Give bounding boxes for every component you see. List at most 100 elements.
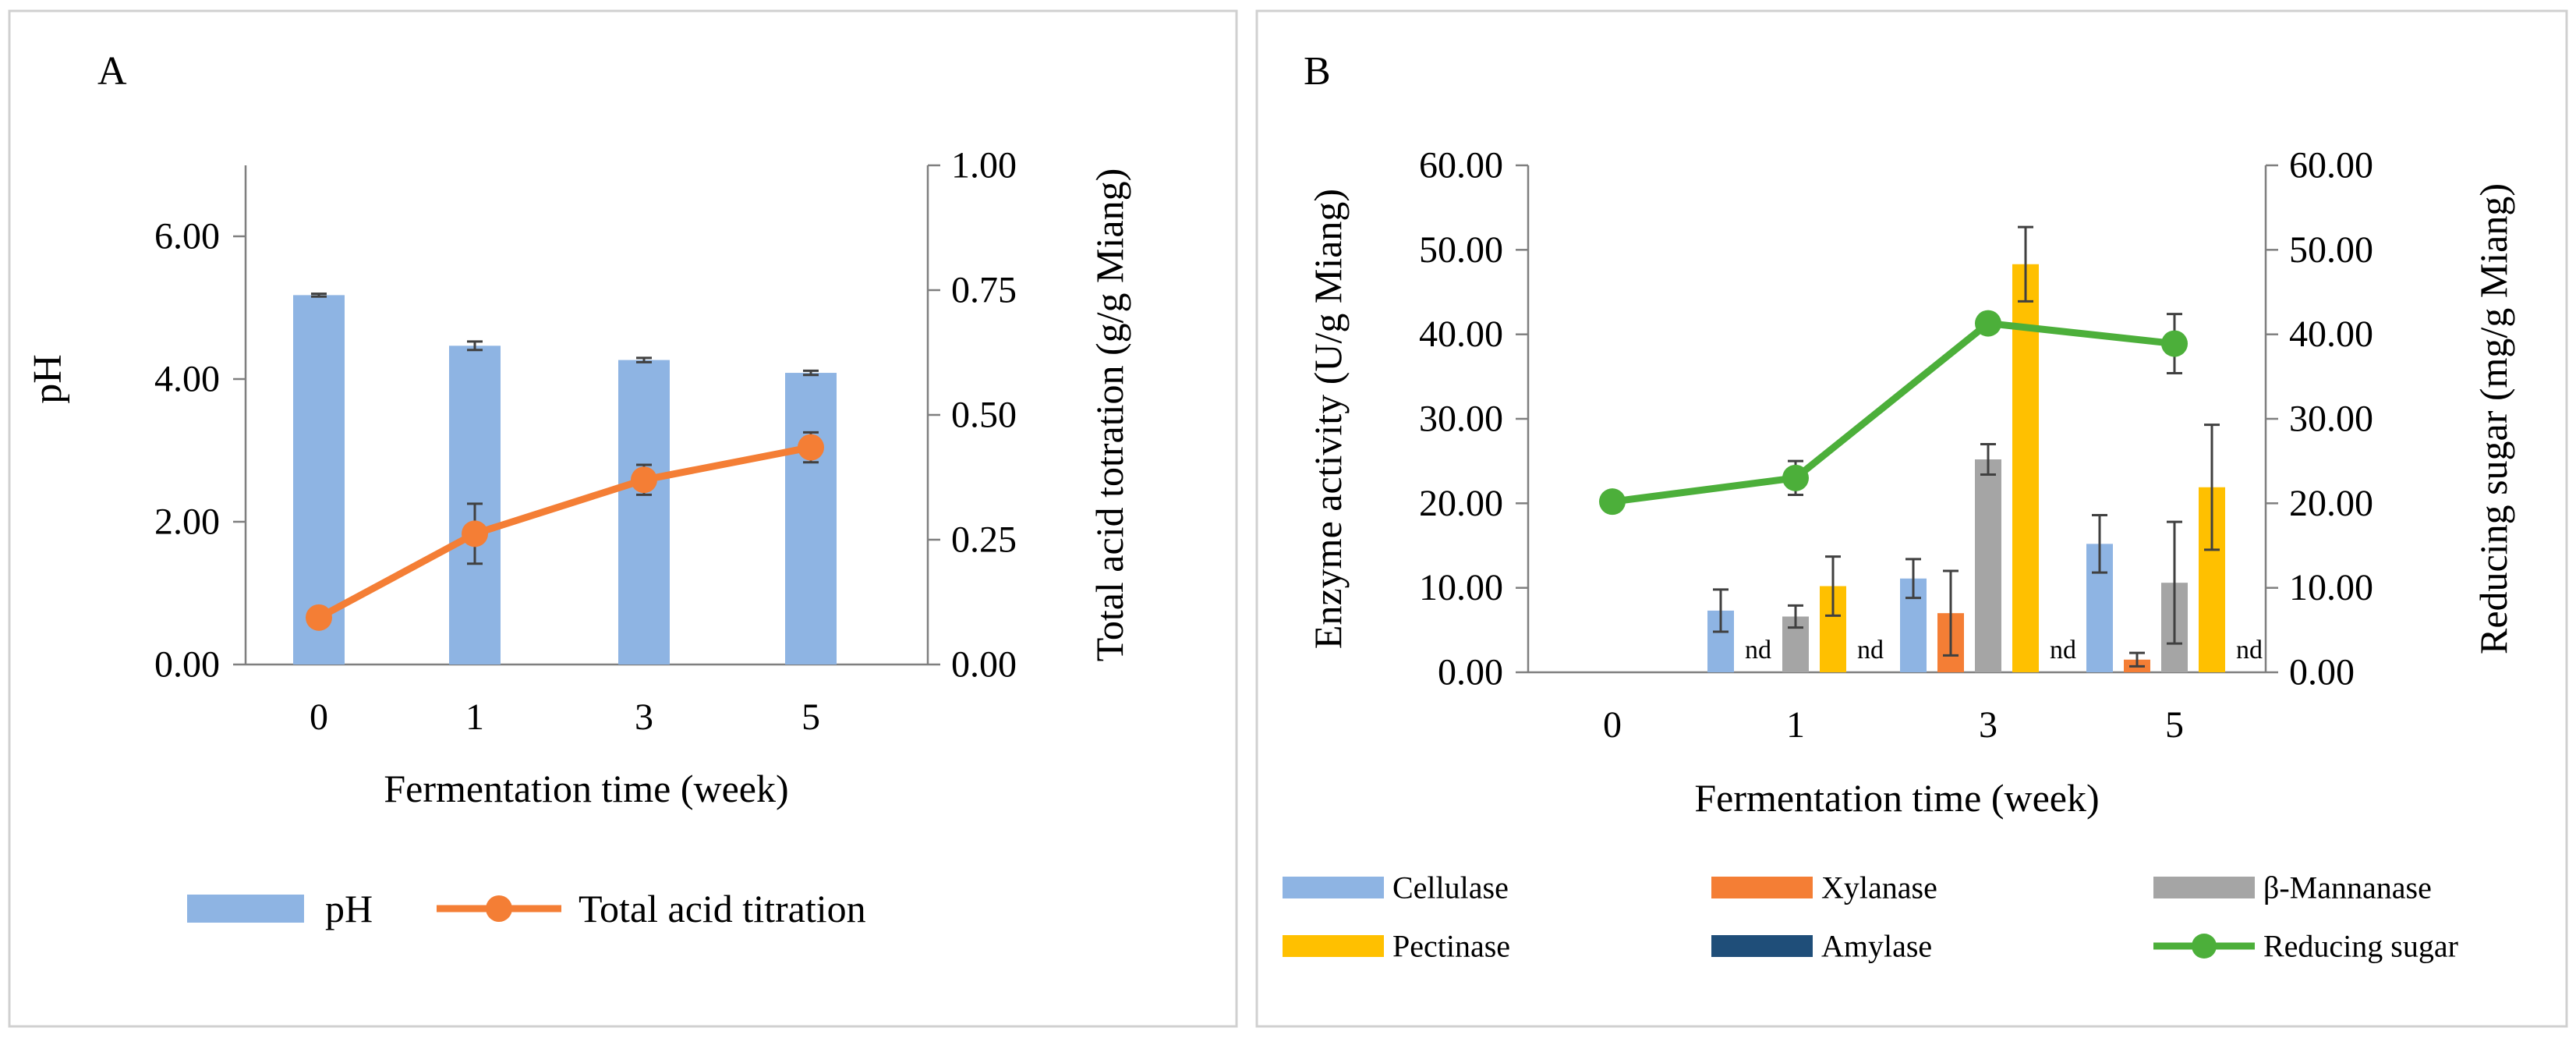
panel-b-y2tick-label: 20.00 (2289, 483, 2373, 524)
panel-a-xtick-label: 0 (310, 696, 328, 738)
panel-a-xtick-label: 5 (801, 696, 820, 738)
panel-b-left-ticks: 0.00 10.00 20.00 30.00 40.00 50.00 60.00 (1419, 145, 1528, 693)
panel-b-x-axis-title: Fermentation time (week) (1694, 776, 2099, 820)
panel-a-y2tick-label: 0.25 (951, 519, 1017, 561)
panel-b-legend: Cellulase Xylanase β-Mannanase Pectinase… (1283, 870, 2458, 964)
panel-a-right-ticks: 0.00 0.25 0.50 0.75 1.00 (928, 145, 1017, 686)
panel-a-ytick-label: 4.00 (154, 359, 220, 400)
panel-b-right-ticks: 0.00 10.00 20.00 30.00 40.00 50.00 60.00 (2266, 145, 2373, 693)
panel-a-acid-point (631, 466, 657, 494)
panel-b-cellulase-errorbar (1713, 588, 1729, 633)
panel-b-y2tick-label: 30.00 (2289, 399, 2373, 440)
panel-b-legend-label-amylase: Amylase (1821, 929, 1932, 964)
panel-b-bar-errorbars (1713, 225, 2220, 668)
panel-b-legend-swatch-cellulase (1283, 877, 1384, 898)
panel-b-frame (1255, 9, 2568, 1028)
panel-b-ytick-label: 30.00 (1419, 399, 1503, 440)
panel-b-y-axis-title: Enzyme activity (U/g Miang) (1306, 189, 1350, 649)
panel-b-xylanase-errorbar (1943, 569, 1959, 657)
panel-b-ytick-label: 10.00 (1419, 567, 1503, 608)
panel-b-xtick-label: 0 (1603, 704, 1622, 746)
panel-b-ytick-label: 40.00 (1419, 314, 1503, 355)
panel-b-x-ticks: 0 1 3 5 (1603, 704, 2184, 746)
panel-a-legend-label-ph: pH (325, 887, 373, 930)
panel-b-pectinase-bar (2012, 264, 2039, 672)
panel-b-nd-label-amylase-week3: nd (2050, 636, 2076, 664)
panel-b-mannanase-errorbar (1788, 604, 1803, 629)
panel-b-legend-label-reducing-sugar: Reducing sugar (2263, 929, 2458, 964)
panel-b-ytick-label: 20.00 (1419, 483, 1503, 524)
panel-b-mannanase-errorbar (2167, 520, 2182, 645)
panel-b-reducing-sugar-point (2161, 330, 2188, 357)
panel-b-pectinase-errorbar (2018, 225, 2033, 303)
panel-a-y2tick-label: 0.75 (951, 270, 1017, 311)
panel-b-mannanase-errorbar (1980, 443, 1996, 476)
panel-b-y2tick-label: 0.00 (2289, 652, 2355, 693)
panel-a-ph-errorbar (311, 292, 327, 298)
panel-a-ph-bar (618, 360, 670, 664)
panel-a-acid-line (315, 444, 815, 622)
panel-b-y2-axis-title: Reducing sugar (mg/g Miang) (2472, 183, 2515, 654)
panel-b-pectinase-errorbar (2204, 423, 2220, 551)
panel-b-legend-label-mannanase: β-Mannanase (2263, 870, 2432, 905)
panel-b-xylanase-errorbar (2129, 651, 2145, 668)
panel-b-y2tick-label: 50.00 (2289, 229, 2373, 271)
panel-b-legend-marker-reducing-sugar (2192, 934, 2217, 959)
panel-b-legend-swatch-pectinase (1283, 935, 1384, 957)
panel-b-reducing-sugar-point (1599, 488, 1626, 516)
panel-a-legend-marker-acid (486, 895, 512, 922)
panel-b-legend-swatch-mannanase (2153, 877, 2255, 898)
panel-b-label: B (1304, 49, 1331, 94)
panel-b-reducing-sugar-point (1975, 310, 2001, 337)
panel-a-y-axis-title: pH (26, 354, 70, 404)
panel-b-cellulase-errorbar (2092, 514, 2107, 574)
panel-b-pectinase-errorbar (1825, 555, 1841, 617)
panel-b-y2tick-label: 60.00 (2289, 145, 2373, 186)
panel-a-ytick-label: 6.00 (154, 216, 220, 257)
panel-a-ph-errorbar (467, 340, 483, 352)
panel-b-ytick-label: 60.00 (1419, 145, 1503, 186)
panel-a-left-ticks: 0.00 2.00 4.00 6.00 (154, 216, 246, 686)
panel-b-reducing-sugar-point (1782, 464, 1809, 491)
panel-b-y2tick-label: 40.00 (2289, 314, 2373, 355)
panel-a-y2-axis-title: Total acid totration (g/g Miang) (1088, 168, 1131, 661)
panel-a-xtick-label: 1 (465, 696, 484, 738)
panel-b-legend-swatch-amylase (1711, 935, 1813, 957)
panel-a-ph-errorbar (803, 369, 819, 377)
panel-a-x-axis-title: Fermentation time (week) (384, 767, 788, 810)
panel-b-xtick-label: 3 (1979, 704, 1997, 746)
panel-a-y2tick-label: 1.00 (951, 145, 1017, 186)
panel-a-legend-swatch-ph (187, 895, 304, 923)
panel-a-y2tick-label: 0.50 (951, 395, 1017, 436)
panel-a-y2tick-label: 0.00 (951, 644, 1017, 686)
panel-a-ph-errorbar (636, 356, 652, 363)
panel-b-ytick-label: 0.00 (1438, 652, 1503, 693)
panel-a-x-ticks: 0 1 3 5 (310, 696, 820, 738)
panel-b-legend-label-pectinase: Pectinase (1392, 929, 1510, 964)
panel-b-nd-label-amylase-week5: nd (2236, 636, 2263, 664)
panel-b-ytick-label: 50.00 (1419, 229, 1503, 271)
panel-a-acid-point (798, 434, 824, 461)
panel-a-legend-label-acid: Total acid titration (579, 887, 866, 930)
panel-b-xtick-label: 1 (1786, 704, 1805, 746)
panel-b-xtick-label: 5 (2165, 704, 2184, 746)
panel-a-legend: pH Total acid titration (187, 887, 866, 930)
panel-b-chart: B 0.00 10.00 20.00 30.00 40.00 50.00 60.… (1283, 49, 2515, 964)
panel-b-nd-labels: nd nd nd nd (1745, 636, 2263, 664)
panel-a-label: A (97, 49, 127, 94)
panel-a-xtick-label: 3 (635, 696, 653, 738)
panel-a-ytick-label: 2.00 (154, 501, 220, 543)
panel-b-y2tick-label: 10.00 (2289, 567, 2373, 608)
panel-b-legend-label-xylanase: Xylanase (1821, 870, 1937, 905)
panel-a-acid-point (306, 604, 332, 631)
panel-b-cellulase-errorbar (1905, 558, 1921, 600)
panel-b-legend-swatch-xylanase (1711, 877, 1813, 898)
panel-b-legend-label-cellulase: Cellulase (1392, 870, 1509, 905)
panel-b-reducing-sugar-line (1608, 320, 2178, 505)
panel-a-ph-bar (293, 295, 345, 664)
panel-b-mannanase-bar (1975, 459, 2001, 672)
panel-a-acid-point (462, 520, 488, 548)
panel-b-nd-label-amylase-week1: nd (1857, 636, 1884, 664)
